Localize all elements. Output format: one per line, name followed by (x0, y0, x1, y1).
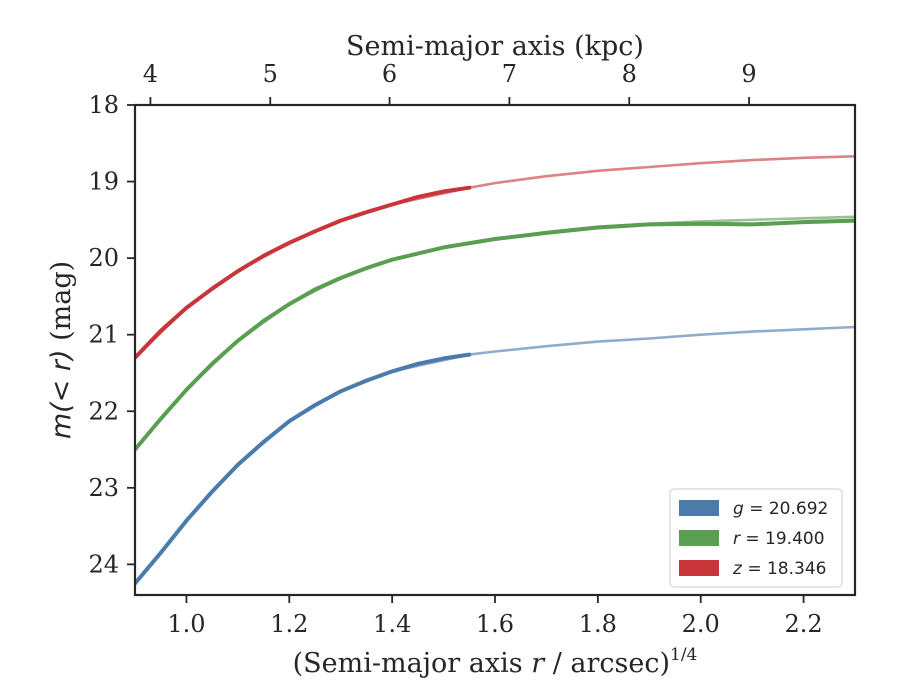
series-measured-line-r (135, 218, 855, 452)
top-tick-label: 4 (143, 60, 158, 88)
x-axis-title-sup: 1/4 (670, 645, 697, 665)
legend-swatch-r (679, 530, 719, 546)
y-tick-label: 24 (88, 550, 119, 578)
legend-label-g: g = 20.692 (733, 499, 828, 519)
y-tick-label: 22 (88, 397, 119, 425)
legend-label-r: r = 19.400 (733, 529, 825, 549)
top-tick-label: 6 (382, 60, 397, 88)
y-tick-label: 19 (88, 168, 119, 196)
legend-value: = 18.346 (742, 559, 827, 579)
legend-swatch-g (679, 500, 719, 516)
x-tick-label: 1.2 (270, 610, 308, 638)
legend-label-z: z = 18.346 (732, 559, 826, 579)
series-model-line-z (135, 155, 855, 360)
x-tick-label: 1.8 (579, 610, 617, 638)
series-measured-line-z (135, 185, 472, 360)
y-axis-title-math: m(< r) (46, 349, 77, 439)
y-tick-label: 20 (88, 244, 119, 272)
series-measured-line-g (135, 352, 472, 586)
x-axis-title-prefix: (Semi-major axis (293, 648, 532, 679)
top-tick-label: 5 (263, 60, 278, 88)
x-tick-label: 1.0 (167, 610, 205, 638)
x-tick-label: 2.2 (784, 610, 822, 638)
y-axis-title: m(< r) (mag) (46, 261, 77, 439)
x-tick-label: 1.6 (476, 610, 514, 638)
legend-var: z (732, 559, 743, 579)
legend-var: r (733, 529, 741, 549)
legend-value: = 20.692 (744, 499, 829, 519)
x-axis-title-mid: / arcsec) (544, 648, 670, 679)
legend-var: g (733, 499, 744, 519)
top-tick-label: 8 (622, 60, 637, 88)
y-tick-label: 18 (88, 91, 119, 119)
ticks-layer: 1.0 1.2 1.4 1.6 1.8 2.0 2.2 18 19 20 21 22 23 24 4 5 6 7 8… (88, 60, 822, 638)
y-axis-title-unit: (mag) (46, 261, 77, 350)
y-tick-label: 23 (88, 474, 119, 502)
top-tick-label: 9 (741, 60, 756, 88)
top-tick-label: 7 (502, 60, 517, 88)
series-layer (135, 155, 855, 586)
x-axis-title: (Semi-major axis r / arcsec)1/4 (293, 645, 698, 679)
top-axis-title: Semi-major axis (kpc) (346, 31, 644, 62)
y-tick-label: 21 (88, 321, 119, 349)
x-axis-title-var: r (531, 648, 546, 679)
legend-swatch-z (679, 560, 719, 576)
x-tick-label: 1.4 (373, 610, 411, 638)
legend-value: = 19.400 (740, 529, 825, 549)
x-tick-label: 2.0 (682, 610, 720, 638)
